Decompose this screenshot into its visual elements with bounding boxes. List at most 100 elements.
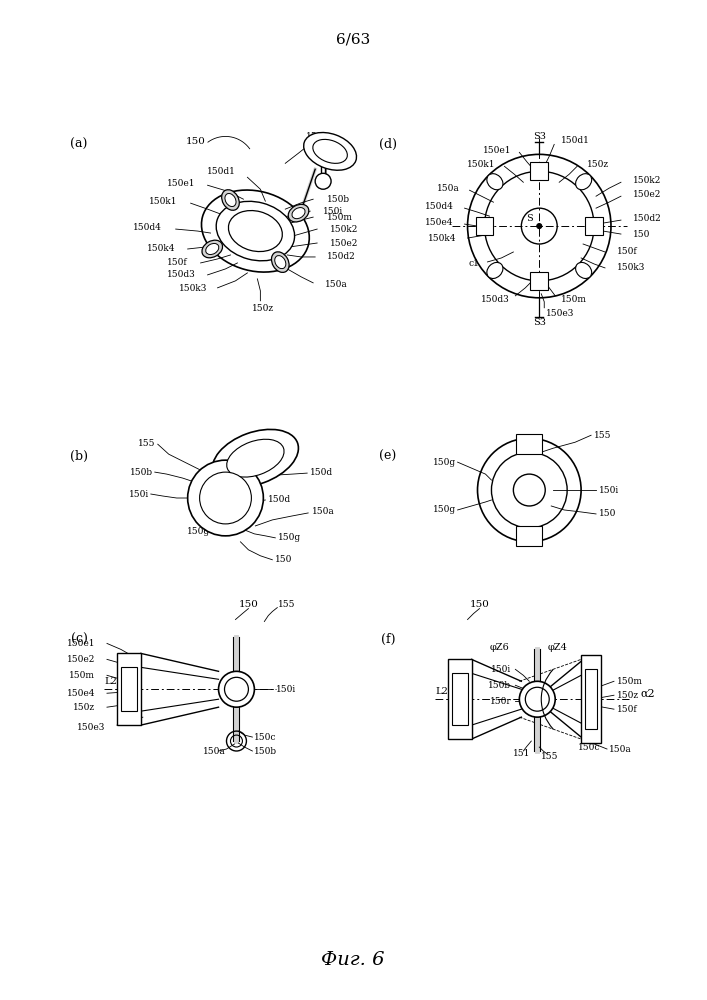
Text: 155: 155	[139, 439, 156, 448]
Text: L2: L2	[105, 677, 117, 686]
Text: 150e1: 150e1	[66, 639, 95, 648]
Text: 150f: 150f	[617, 247, 638, 256]
Polygon shape	[448, 659, 472, 739]
Text: 150i: 150i	[276, 685, 296, 694]
Ellipse shape	[275, 256, 286, 269]
Text: 150a: 150a	[312, 507, 335, 516]
Ellipse shape	[216, 201, 295, 261]
Text: S3: S3	[533, 318, 546, 327]
Polygon shape	[121, 667, 137, 711]
Ellipse shape	[575, 262, 592, 278]
Circle shape	[225, 677, 248, 701]
Ellipse shape	[225, 193, 236, 207]
Text: 150k1: 150k1	[467, 160, 496, 169]
Text: 150d1: 150d1	[206, 167, 235, 176]
Text: 150d: 150d	[310, 468, 333, 477]
Text: 150f: 150f	[617, 705, 638, 714]
Text: 150b: 150b	[255, 747, 278, 756]
Polygon shape	[516, 434, 542, 454]
Text: 150f: 150f	[167, 258, 187, 267]
Text: 150e2: 150e2	[66, 655, 95, 664]
Text: 150k3: 150k3	[617, 263, 645, 272]
Text: (d): (d)	[379, 138, 397, 151]
Text: 150e4: 150e4	[425, 218, 454, 227]
Text: 150d: 150d	[269, 495, 291, 504]
Text: 6/63: 6/63	[336, 33, 370, 47]
Text: 150d3: 150d3	[481, 295, 509, 304]
Circle shape	[525, 687, 549, 711]
Ellipse shape	[304, 133, 356, 170]
Ellipse shape	[206, 243, 218, 255]
Text: 150d2: 150d2	[327, 252, 356, 261]
Text: 150r: 150r	[490, 697, 511, 706]
Ellipse shape	[271, 252, 289, 272]
Text: 150z: 150z	[587, 160, 609, 169]
Polygon shape	[530, 272, 548, 290]
Text: 150m: 150m	[327, 213, 353, 222]
Text: φZ4: φZ4	[547, 643, 567, 652]
Text: 150i: 150i	[323, 207, 344, 216]
Text: 155: 155	[540, 752, 558, 761]
Ellipse shape	[227, 439, 284, 477]
Text: (f): (f)	[380, 633, 395, 646]
Text: 150z: 150z	[252, 304, 274, 313]
Text: 150: 150	[599, 509, 617, 518]
Circle shape	[520, 681, 555, 717]
Ellipse shape	[222, 190, 239, 210]
Polygon shape	[476, 217, 493, 235]
Text: 150c: 150c	[578, 743, 600, 752]
Text: 150a: 150a	[437, 184, 460, 193]
Text: 150m: 150m	[561, 295, 588, 304]
Text: 150d2: 150d2	[633, 214, 662, 223]
Text: 150k2: 150k2	[633, 176, 661, 185]
Polygon shape	[117, 653, 141, 725]
Polygon shape	[585, 217, 603, 235]
Text: 155: 155	[306, 132, 324, 141]
Ellipse shape	[292, 208, 305, 219]
Text: 150g: 150g	[433, 505, 455, 514]
Text: 150i: 150i	[599, 486, 619, 495]
Text: 150i: 150i	[491, 665, 511, 674]
Text: 155: 155	[279, 600, 296, 609]
Text: 150d1: 150d1	[561, 136, 590, 145]
Text: 150: 150	[633, 230, 650, 239]
Text: 150b: 150b	[327, 195, 350, 204]
Text: 150a: 150a	[203, 747, 226, 756]
Text: 150d4: 150d4	[425, 202, 454, 211]
Text: φZ6: φZ6	[489, 643, 509, 652]
Text: 150: 150	[275, 555, 293, 564]
Circle shape	[187, 460, 263, 536]
Text: 150k3: 150k3	[179, 284, 208, 293]
Circle shape	[199, 472, 252, 524]
Text: α2: α2	[641, 689, 655, 699]
Text: 150g: 150g	[187, 527, 210, 536]
Text: L2: L2	[436, 687, 448, 696]
Text: (a): (a)	[71, 138, 88, 151]
Text: 150e3: 150e3	[76, 723, 105, 732]
Text: 150k4: 150k4	[147, 244, 176, 253]
Text: 150z: 150z	[617, 691, 639, 700]
Ellipse shape	[575, 174, 592, 190]
Circle shape	[537, 224, 542, 229]
Text: c1: c1	[469, 259, 479, 268]
Text: 150b: 150b	[129, 468, 153, 477]
Circle shape	[315, 173, 331, 189]
Text: 151: 151	[513, 749, 530, 758]
Text: S: S	[526, 214, 532, 223]
Polygon shape	[516, 526, 542, 546]
Text: 150e2: 150e2	[330, 239, 358, 248]
Ellipse shape	[212, 429, 298, 487]
Text: S3: S3	[533, 132, 546, 141]
Text: 150c: 150c	[255, 733, 277, 742]
Polygon shape	[452, 673, 467, 725]
Ellipse shape	[228, 211, 282, 252]
Text: 150e4: 150e4	[66, 689, 95, 698]
Text: 150m: 150m	[617, 677, 643, 686]
Text: 150i: 150i	[129, 490, 148, 499]
Circle shape	[218, 671, 255, 707]
Text: 150k4: 150k4	[428, 234, 457, 243]
Text: 150e2: 150e2	[633, 190, 661, 199]
Polygon shape	[581, 655, 601, 743]
Text: 150m: 150m	[69, 671, 95, 680]
Text: 150a: 150a	[325, 280, 348, 289]
